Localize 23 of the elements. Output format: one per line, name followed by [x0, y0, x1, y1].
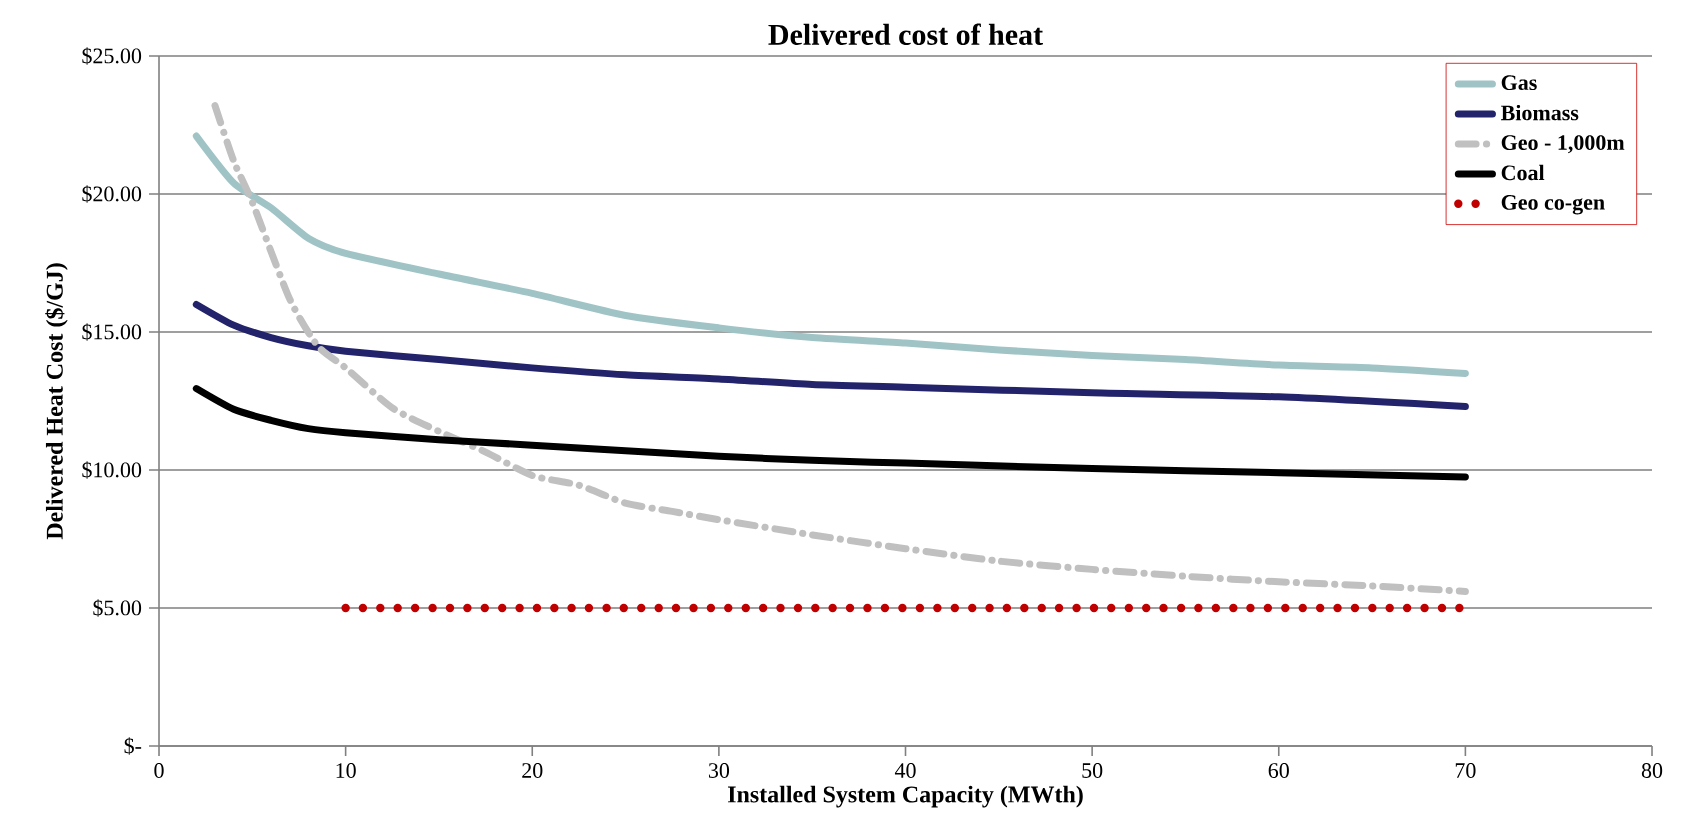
x-tick-label: 50	[1082, 763, 1103, 778]
legend-label: Geo co-gen	[1501, 195, 1605, 215]
x-tick-label: 10	[336, 763, 356, 778]
legend-label: Geo - 1,000m	[1501, 135, 1625, 154]
y-tick-label: $-	[124, 737, 142, 755]
x-tick-label: 70	[1455, 763, 1476, 778]
y-axis-title: Delivered Heat Cost ($/GJ)	[45, 263, 68, 540]
legend-label: Biomass	[1501, 104, 1579, 121]
chart-title: Delivered cost of heat	[768, 23, 1043, 45]
x-axis-title: Installed System Capacity (MWth)	[728, 785, 1083, 808]
legend-label: Coal	[1501, 164, 1545, 181]
x-tick-label: 40	[894, 763, 916, 778]
y-tick-label: $10.00	[82, 461, 142, 479]
x-tick-label: 20	[522, 763, 543, 778]
x-tick-label: 60	[1268, 763, 1289, 778]
y-tick-label: $25.00	[82, 47, 142, 65]
x-tick-label: 0	[154, 763, 164, 778]
legend-label: Gas	[1501, 75, 1537, 91]
x-tick-label: 80	[1641, 763, 1663, 778]
y-tick-label: $15.00	[82, 323, 142, 341]
y-tick-label: $5.00	[93, 599, 142, 617]
x-tick-label: 30	[708, 763, 730, 778]
y-tick-label: $20.00	[82, 185, 142, 203]
